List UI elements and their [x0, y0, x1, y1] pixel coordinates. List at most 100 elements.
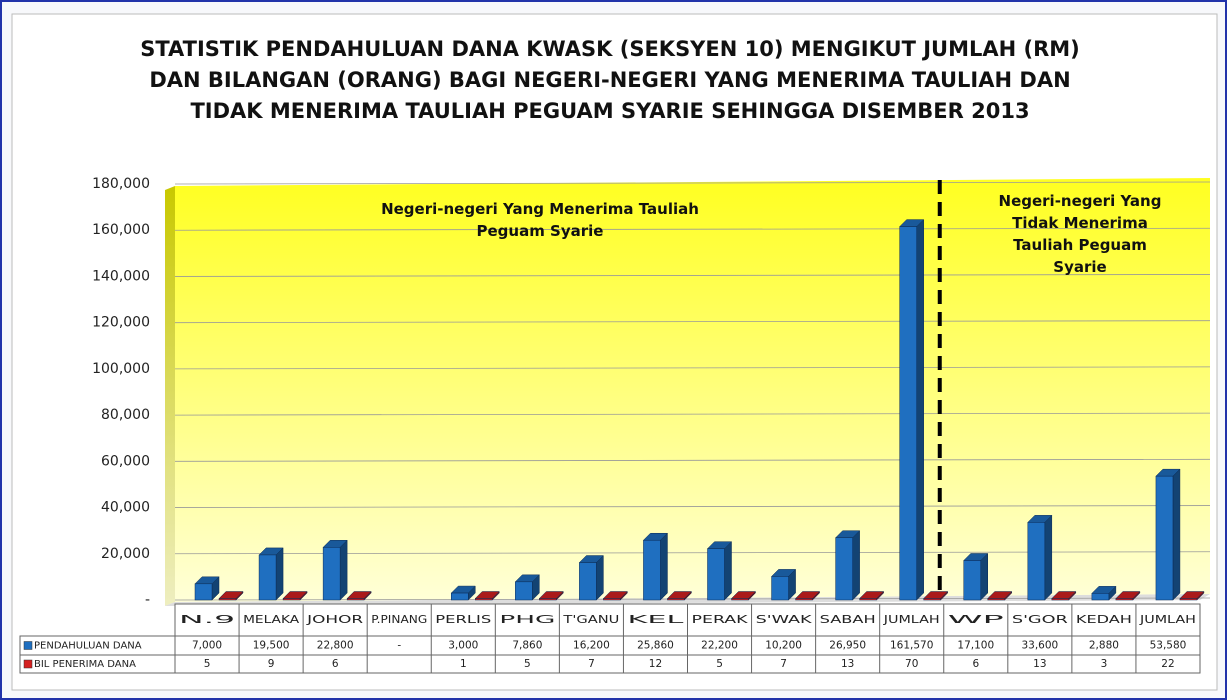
bar [218, 598, 237, 601]
bar-side [275, 547, 284, 601]
x-tick-label: SABAH [820, 614, 876, 626]
y-tick-label: - [145, 592, 150, 608]
y-tick-label: 140,000 [92, 268, 150, 284]
bar [579, 562, 597, 601]
x-tick-label: PERLIS [435, 614, 492, 626]
grid-line [174, 366, 1211, 370]
table-value: - [397, 640, 401, 652]
table-value: 17,100 [957, 640, 994, 652]
bar [1027, 522, 1046, 601]
bar-side [1044, 514, 1053, 601]
grid-line [174, 320, 1211, 324]
grid-line [174, 227, 1211, 231]
bar [963, 560, 981, 601]
x-tick-label: WP [948, 614, 1004, 626]
x-tick-label: S'WAK [756, 614, 814, 626]
table-value: 33,600 [1021, 640, 1058, 652]
table-value: 13 [1033, 658, 1046, 670]
bar [707, 548, 725, 601]
bar [515, 581, 533, 601]
bar [923, 598, 941, 601]
bar [771, 576, 789, 601]
x-tick-label: KEL [627, 614, 683, 626]
bar [643, 539, 661, 601]
bar [475, 598, 493, 601]
table-value: 12 [649, 658, 662, 670]
table-value: 53,580 [1150, 640, 1187, 652]
table-value: 7,860 [512, 640, 542, 652]
bar [835, 537, 853, 601]
bar [795, 598, 813, 601]
plot-wall [165, 186, 175, 606]
bar [1051, 598, 1070, 601]
table-value: 5 [716, 658, 723, 670]
bar [539, 598, 557, 601]
table-value: 10,200 [765, 640, 802, 652]
y-tick-label: 100,000 [92, 361, 150, 377]
grid-line [174, 412, 1211, 416]
bar-side [596, 554, 604, 601]
plot-floor [165, 594, 1210, 606]
table-value: 161,570 [890, 640, 933, 652]
bar [603, 598, 621, 601]
bar [1091, 593, 1110, 601]
table-value: 22 [1161, 658, 1174, 670]
x-tick-label: N.9 [179, 614, 235, 626]
y-tick-label: 40,000 [101, 500, 150, 516]
x-tick-label: P.PINANG [371, 614, 427, 626]
annotation: Negeri-negeri Yang Tidak Menerima Taulia… [998, 192, 1162, 276]
table-value: 5 [524, 658, 531, 670]
bar [1155, 475, 1174, 601]
y-tick-label: 20,000 [101, 546, 150, 562]
y-tick-label: 80,000 [101, 407, 150, 423]
table-value: 19,500 [253, 640, 290, 652]
table-value: 7 [780, 658, 787, 670]
table-value: 6 [332, 658, 339, 670]
x-tick-label: T'GANU [562, 614, 619, 626]
bar [346, 598, 365, 601]
table-value: 25,860 [637, 640, 674, 652]
bar [859, 598, 877, 601]
bar-side [980, 552, 988, 601]
bar [322, 547, 341, 601]
table-value: 7 [588, 658, 595, 670]
x-tick-label: KEDAH [1076, 614, 1132, 626]
x-tick-label: MELAKA [243, 614, 300, 626]
table-value: 13 [841, 658, 854, 670]
x-tick-label: S'GOR [1012, 614, 1068, 626]
table-value: 3 [1101, 658, 1108, 670]
bar [1115, 598, 1134, 601]
table-value: 26,950 [829, 640, 866, 652]
y-tick-label: 120,000 [92, 315, 150, 331]
legend-swatch [23, 659, 33, 669]
bar-side [1172, 468, 1181, 601]
grid-line [174, 458, 1211, 462]
bar [194, 583, 213, 601]
y-tick-label: 160,000 [92, 222, 150, 238]
table-value: 3,000 [448, 640, 478, 652]
plot-back [175, 178, 1210, 602]
bar-side [660, 532, 668, 601]
table-value: 70 [905, 658, 918, 670]
bar [667, 598, 685, 601]
legend-label: PENDAHULUAN DANA [34, 641, 142, 652]
table-value: 1 [460, 658, 467, 670]
table-value: 6 [972, 658, 979, 670]
bar [1179, 598, 1198, 601]
table-value: 22,200 [701, 640, 738, 652]
bar [899, 226, 917, 601]
bar [987, 598, 1005, 601]
y-tick-label: 60,000 [101, 453, 150, 469]
grid-line [174, 505, 1211, 508]
bar-side [339, 539, 348, 601]
bar-side [852, 530, 860, 601]
x-tick-label: JOHOR [306, 614, 364, 626]
table-value: 22,800 [317, 640, 354, 652]
table-value: 7,000 [192, 640, 222, 652]
x-tick-label: JUMLAH [882, 614, 939, 626]
y-tick-label: 180,000 [92, 176, 150, 192]
chart-title: STATISTIK PENDAHULUAN DANA KWASK (SEKSYE… [140, 37, 1080, 123]
table-value: 2,880 [1089, 640, 1119, 652]
grid-line [174, 181, 1211, 185]
